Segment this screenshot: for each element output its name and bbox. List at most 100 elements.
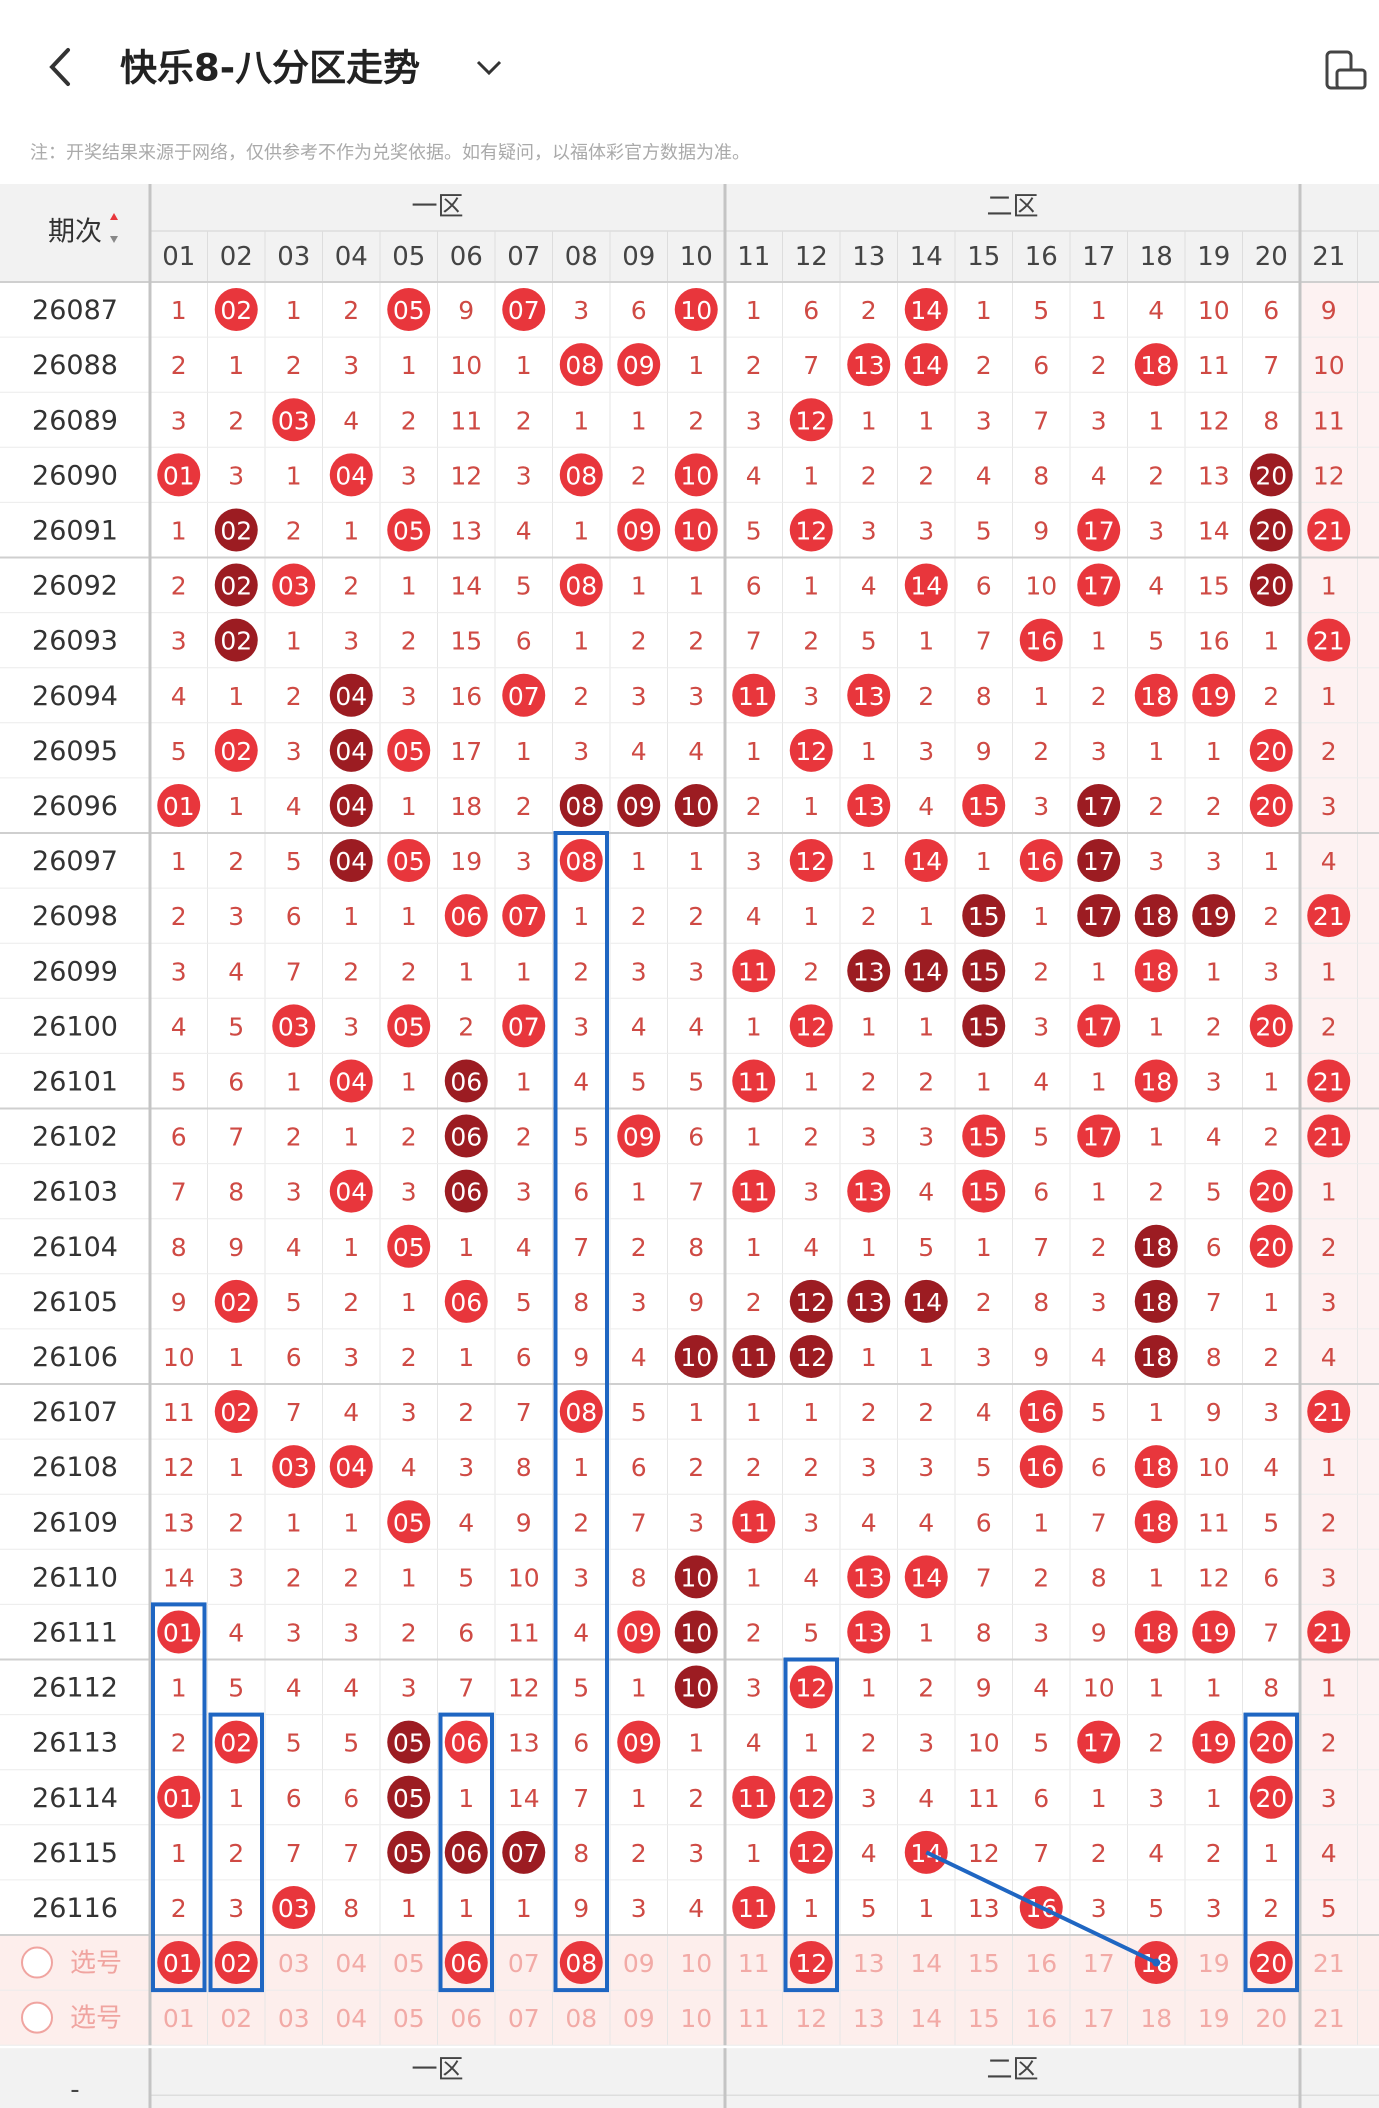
ball-number: 01 [163,1784,195,1813]
miss-count: 4 [1321,1343,1337,1372]
ball-number: 18 [1140,1343,1172,1372]
ball-number: 04 [335,792,367,821]
miss-count: 1 [861,1674,877,1703]
ball-number: 13 [853,1178,885,1207]
miss-count: 3 [1033,1012,1049,1041]
select-radio[interactable] [21,1946,53,1979]
miss-count: 9 [171,1288,187,1317]
page-title[interactable]: 快乐8-八分区走势 [120,47,420,90]
ball [559,1941,603,1985]
ball [214,618,258,662]
ball-number: 02 [220,516,252,545]
miss-count: 3 [746,1674,762,1703]
miss-count: 17 [1083,1949,1115,1978]
miss-count: 3 [573,296,589,325]
miss-count: 5 [171,737,187,766]
ball-number: 17 [1083,516,1115,545]
issue-number: 26099 [32,956,118,987]
miss-count: 1 [1148,1674,1164,1703]
miss-count: 1 [803,1729,819,1758]
miss-count: 2 [1321,1729,1337,1758]
ball-number: 08 [565,351,597,380]
miss-count: 4 [688,1894,704,1923]
ball [387,1720,431,1764]
ball [157,1941,201,1985]
miss-count: 5 [746,516,762,545]
miss-count: 2 [803,1123,819,1152]
ball [1077,783,1121,827]
selection-box [553,831,609,1993]
miss-count: 2 [918,1674,934,1703]
ball-number: 19 [1198,902,1230,931]
miss-count: 1 [171,1839,187,1868]
miss-count: 6 [631,1453,647,1482]
miss-count: 6 [1091,1453,1107,1482]
column-header: 10 [680,242,713,272]
ball [329,1059,373,1103]
miss-count: 2 [746,1618,762,1647]
miss-count: 5 [1321,1894,1337,1923]
miss-count: 1 [688,847,704,876]
miss-count: 4 [286,792,302,821]
miss-count: 6 [631,296,647,325]
miss-count: 2 [1321,737,1337,766]
miss-count: 16 [1025,1949,1057,1978]
ball-number: 10 [680,1674,712,1703]
miss-count: 9 [1091,1618,1107,1647]
miss-count: 7 [688,1178,704,1207]
miss-count: 1 [976,1067,992,1096]
miss-count: 2 [1033,1563,1049,1592]
ball-number: 21 [1313,1123,1345,1152]
ball [1134,894,1178,938]
miss-count: 3 [918,516,934,545]
miss-count: 13 [163,1508,195,1537]
miss-count: 2 [573,1508,589,1537]
ball [789,1334,833,1378]
title-dropdown[interactable] [476,60,502,76]
ball-number: 09 [623,1618,655,1647]
miss-count: 2 [573,957,589,986]
miss-count: 1 [343,1508,359,1537]
miss-count: 4 [976,461,992,490]
miss-count: 2 [401,627,417,656]
ball [732,1775,776,1819]
miss-count: 2 [228,406,244,435]
miss-count: 1 [401,902,417,931]
miss-count: 4 [573,1067,589,1096]
miss-count: 1 [1263,1288,1279,1317]
select-radio[interactable] [21,2001,53,2034]
miss-count: 7 [1206,1288,1222,1317]
miss-count: 1 [803,902,819,931]
ball-number: 12 [795,1839,827,1868]
ball [847,949,891,993]
miss-count: 3 [573,1563,589,1592]
ball [329,839,373,883]
miss-count: 6 [1033,1784,1049,1813]
ball-number: 14 [910,847,942,876]
column-header: 18 [1140,242,1173,272]
miss-count: 10 [1198,1453,1230,1482]
miss-count: 15 [1198,572,1230,601]
miss-count: 1 [1091,627,1107,656]
miss-count: 1 [286,296,302,325]
miss-count: 2 [171,572,187,601]
miss-count: 2 [918,461,934,490]
miss-count: 3 [1091,737,1107,766]
ball-number: 11 [738,957,770,986]
issue-header: 期次 [48,217,102,248]
miss-count: 3 [171,627,187,656]
ball [789,728,833,772]
miss-count: 3 [343,1618,359,1647]
miss-count: 2 [286,1563,302,1592]
miss-count: 10 [1313,351,1345,380]
layout-icon[interactable] [1325,50,1367,90]
ball-number: 12 [795,516,827,545]
miss-count: 1 [918,627,934,656]
ball-number: 02 [220,296,252,325]
miss-count: 2 [631,1233,647,1262]
miss-count: 1 [573,627,589,656]
back-button[interactable] [49,48,70,86]
miss-count: 2 [1091,1839,1107,1868]
issue-number: 26113 [32,1728,118,1759]
miss-count: 7 [573,1233,589,1262]
